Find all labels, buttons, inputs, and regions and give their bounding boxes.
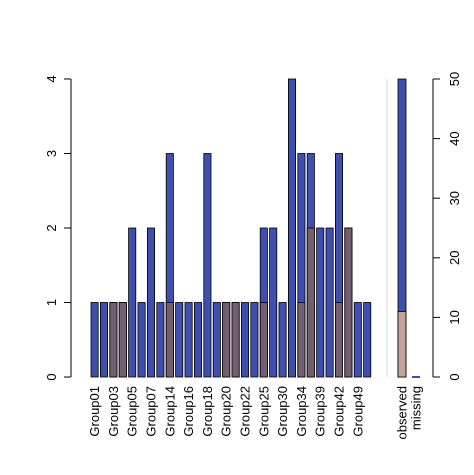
bar-observed-group05 [128, 227, 137, 378]
bar-observed-group06 [137, 302, 146, 378]
bar-observed-group26 [269, 227, 278, 378]
group-bars [90, 78, 372, 378]
bar-observed-group17 [193, 302, 202, 378]
summary-x-label-observed: observed [395, 386, 410, 439]
bar-observed-group40 [325, 227, 334, 378]
x-label-group39: Group39 [313, 386, 328, 437]
x-label-group30: Group30 [275, 386, 290, 437]
bar-observed-group23 [250, 302, 259, 378]
right-y-axis: 0 10 20 30 40 50 [432, 72, 462, 381]
left-y-tick-label-0: 0 [44, 373, 59, 380]
summary-bars [397, 78, 420, 378]
bar-observed-group30 [278, 302, 287, 378]
right-y-tick-label-50: 50 [447, 72, 462, 86]
right-y-tick-label-30: 30 [447, 191, 462, 205]
bar-missing-group04 [118, 302, 127, 378]
group-x-labels: Group01 Group03 Group05 Group07 Group14 Group… [87, 386, 365, 437]
bar-observed-group02 [100, 302, 109, 378]
bar-observed-group49 [353, 302, 362, 378]
bar-missing-group03 [109, 302, 118, 378]
bar-missing-group25 [259, 302, 268, 378]
summary-x-label-missing: missing [409, 386, 424, 430]
bar-observed-group15 [175, 302, 184, 378]
right-y-tick-label-40: 40 [447, 131, 462, 145]
bar-observed-group19 [212, 302, 221, 378]
x-label-group03: Group03 [106, 386, 121, 437]
left-y-axis: 0 1 2 3 4 [44, 75, 72, 381]
x-label-group16: Group16 [181, 386, 196, 437]
bar-missing-group35 [306, 227, 315, 378]
summary-x-labels: observed missing [395, 386, 424, 439]
x-label-group22: Group22 [238, 386, 253, 437]
left-y-tick-label-4: 4 [44, 75, 59, 82]
right-y-tick-label-10: 10 [447, 310, 462, 324]
bar-observed-group22 [240, 302, 249, 378]
x-label-group34: Group34 [294, 386, 309, 437]
right-y-tick-label-20: 20 [447, 251, 462, 265]
bar-observed-group08 [156, 302, 165, 378]
bar-observed-group07 [146, 227, 155, 378]
bar-missing-group21 [231, 302, 240, 378]
bar-observed-group50 [363, 302, 372, 378]
left-y-tick-label-2: 2 [44, 224, 59, 231]
bar-observed-group31 [287, 78, 296, 378]
x-label-group14: Group14 [162, 386, 177, 437]
x-label-group25: Group25 [256, 386, 271, 437]
bar-observed-group39 [316, 227, 325, 378]
bar-observed-group01 [90, 302, 99, 378]
x-label-group49: Group49 [350, 386, 365, 437]
x-label-group42: Group42 [332, 386, 347, 437]
summary-bar-observed-missing-part [397, 311, 407, 378]
left-y-tick-label-1: 1 [44, 299, 59, 306]
bar-missing-group43 [344, 227, 353, 378]
x-label-group01: Group01 [87, 386, 102, 437]
bar-missing-group20 [222, 302, 231, 378]
bar-missing-group14 [165, 302, 174, 378]
bar-missing-group42 [334, 302, 343, 378]
x-label-group18: Group18 [200, 386, 215, 437]
bar-observed-group16 [184, 302, 193, 378]
x-label-group07: Group07 [144, 386, 159, 437]
x-label-group05: Group05 [125, 386, 140, 437]
bar-missing-group34 [297, 302, 306, 378]
x-label-group20: Group20 [219, 386, 234, 437]
left-y-tick-label-3: 3 [44, 150, 59, 157]
right-y-tick-label-0: 0 [447, 373, 462, 380]
bar-observed-group18 [203, 153, 212, 378]
